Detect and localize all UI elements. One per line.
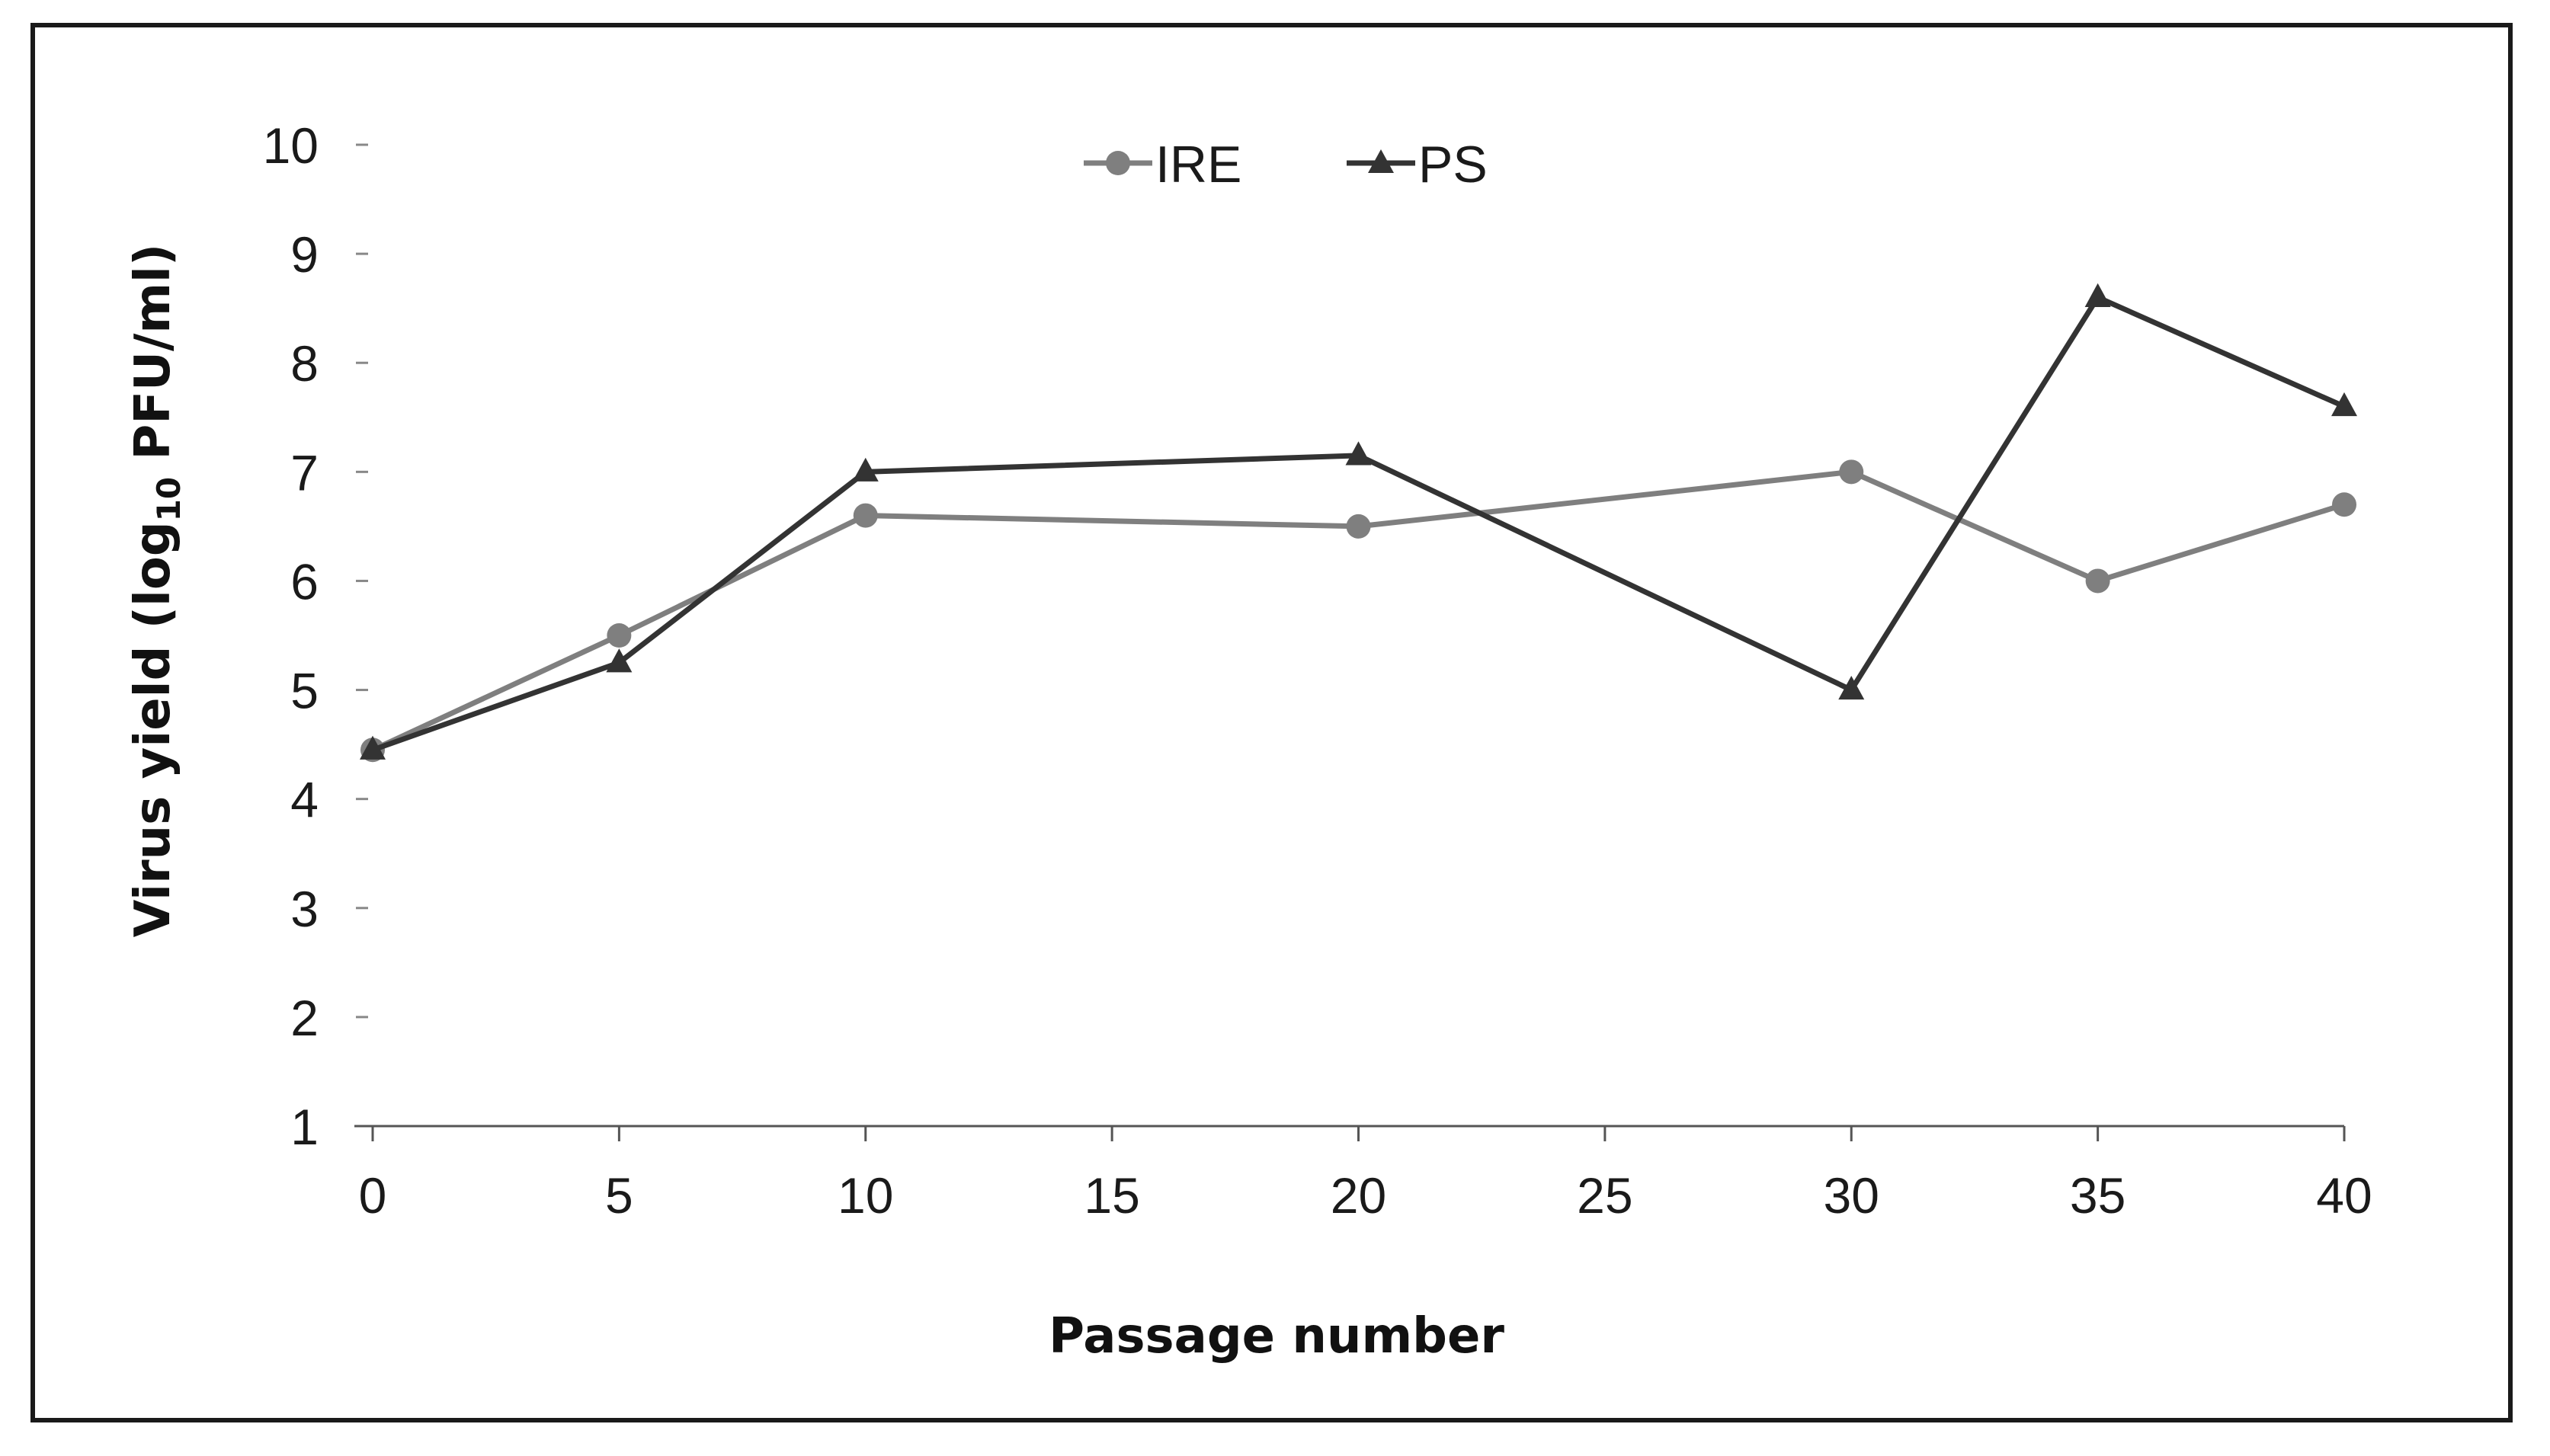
- legend-label: IRE: [1155, 136, 1241, 194]
- data-point: [2084, 283, 2111, 307]
- y-axis-title-subscript: 10: [150, 477, 187, 521]
- y-axis-title-post: PFU/ml): [125, 244, 181, 477]
- x-tick-label: 25: [1577, 1167, 1632, 1224]
- y-tick-label: 5: [290, 663, 319, 719]
- data-point: [852, 457, 879, 482]
- y-tick-label: 1: [290, 1099, 319, 1155]
- legend-item-ps: PS: [1347, 136, 1488, 194]
- x-tick-label: 15: [1084, 1167, 1139, 1224]
- data-point: [360, 735, 386, 760]
- y-tick-label: 7: [290, 444, 319, 501]
- y-tick-label: 3: [290, 881, 319, 937]
- series-layer: [360, 283, 2357, 763]
- x-tick-label: 5: [605, 1167, 633, 1224]
- series-ps: [360, 283, 2357, 760]
- data-point: [2332, 492, 2356, 517]
- y-tick-label: 2: [290, 990, 319, 1046]
- y-tick-label: 6: [290, 553, 319, 610]
- data-point: [2085, 568, 2110, 594]
- x-tick-label: 10: [838, 1167, 893, 1224]
- legend-item-ire: IRE: [1084, 136, 1241, 194]
- axes: 1 2 3 4 5 6 7 8 9 10 0 5 10 15 20 25 30 35 40: [263, 117, 2372, 1224]
- x-tick-label: 20: [1331, 1167, 1386, 1224]
- y-axis-ticks: 1 2 3 4 5 6 7 8 9 10: [263, 117, 368, 1155]
- x-axis-ticks: 0 5 10 15 20 25 30 35 40: [359, 1126, 2372, 1224]
- legend-label: PS: [1418, 136, 1488, 194]
- x-tick-label: 35: [2070, 1167, 2126, 1224]
- legend-marker: [1368, 149, 1394, 173]
- y-tick-label: 10: [263, 117, 319, 174]
- y-tick-label: 8: [290, 335, 319, 392]
- data-point: [1839, 459, 1864, 485]
- x-axis-title: Passage number: [1049, 1308, 1504, 1365]
- data-point: [1838, 675, 1865, 700]
- x-tick-label: 30: [1824, 1167, 1879, 1224]
- x-tick-label: 40: [2316, 1167, 2372, 1224]
- data-point: [607, 623, 632, 648]
- legend: IRE PS: [1084, 136, 1488, 194]
- data-point: [1346, 514, 1371, 539]
- y-axis-title: Virus yield (log10 PFU/ml): [125, 244, 187, 937]
- series-line: [371, 469, 2346, 753]
- y-tick-label: 9: [290, 226, 319, 283]
- y-axis-title-pre: Virus yield (log: [125, 521, 181, 937]
- legend-marker: [1106, 151, 1130, 175]
- data-point: [2331, 392, 2357, 417]
- data-point: [853, 503, 878, 528]
- x-tick-label: 0: [359, 1167, 387, 1224]
- data-point: [1345, 441, 1372, 466]
- y-tick-label: 4: [290, 772, 319, 828]
- data-point: [606, 648, 633, 673]
- series-ire: [360, 459, 2356, 763]
